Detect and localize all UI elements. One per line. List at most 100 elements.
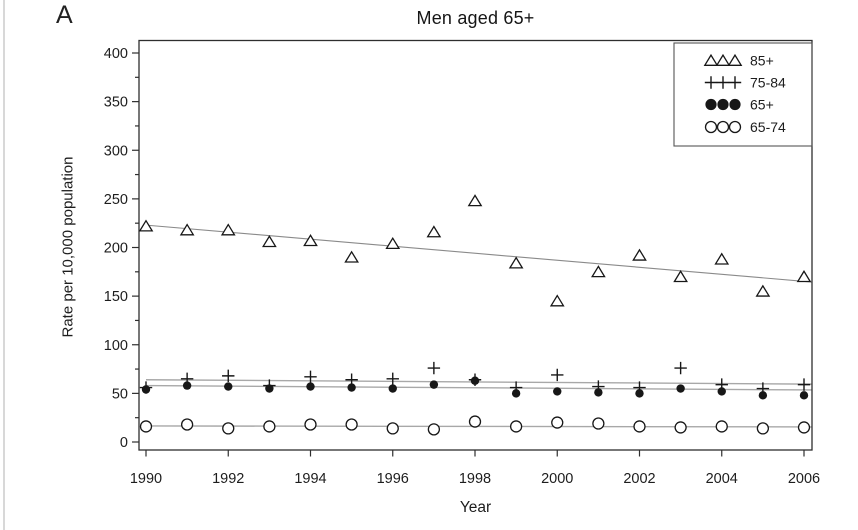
y-tick-label: 400 bbox=[104, 46, 128, 62]
triangle-marker bbox=[796, 270, 812, 283]
filled-circle-marker bbox=[799, 391, 809, 400]
open-circle-marker bbox=[468, 415, 482, 428]
x-tick-label: 1992 bbox=[212, 471, 244, 487]
y-tick-label: 50 bbox=[112, 386, 128, 402]
plus-marker bbox=[386, 372, 399, 385]
x-tick-label: 2002 bbox=[623, 471, 655, 487]
series-65+ bbox=[141, 376, 809, 400]
filled-circle-marker bbox=[553, 387, 562, 396]
legend-row: 65+ bbox=[705, 97, 774, 113]
open-circle-marker bbox=[222, 422, 235, 435]
triangle-marker bbox=[673, 270, 688, 283]
triangle-marker bbox=[549, 294, 565, 307]
legend-row: 75-84 bbox=[704, 75, 786, 91]
open-circle-marker bbox=[674, 421, 687, 434]
open-circle-marker bbox=[756, 422, 770, 435]
triangle-marker bbox=[262, 235, 277, 248]
open-circle-marker bbox=[509, 420, 523, 433]
filled-circle-marker bbox=[635, 389, 644, 398]
filled-circle-marker bbox=[429, 380, 439, 389]
legend-row: 85+ bbox=[703, 53, 774, 69]
triangle-marker bbox=[715, 53, 731, 66]
chart-title: Men aged 65+ bbox=[416, 8, 535, 28]
filled-circle-marker bbox=[388, 384, 397, 393]
legend-row: 65-74 bbox=[704, 119, 786, 135]
triangle-marker bbox=[179, 223, 195, 236]
plus-marker bbox=[674, 361, 687, 375]
filled-circle-marker bbox=[265, 384, 274, 393]
triangle-marker bbox=[703, 53, 719, 66]
open-circle-marker bbox=[551, 416, 564, 429]
y-tick-label: 250 bbox=[104, 192, 128, 208]
x-tick-label: 1998 bbox=[459, 471, 491, 487]
legend-label: 85+ bbox=[750, 53, 774, 69]
triangle-marker bbox=[727, 53, 743, 66]
filled-circle-marker bbox=[470, 376, 480, 385]
y-axis: 0 50 100 150 200 250 300 350 400 bbox=[104, 46, 139, 451]
triangle-marker bbox=[220, 223, 236, 236]
filled-circle-marker bbox=[141, 385, 151, 394]
y-tick-label: 150 bbox=[104, 289, 128, 305]
x-tick-label: 2000 bbox=[541, 471, 573, 487]
plus-marker bbox=[222, 369, 235, 383]
open-circle-marker bbox=[345, 418, 358, 431]
filled-circle-marker bbox=[676, 384, 685, 393]
open-circle-marker bbox=[633, 420, 646, 433]
x-axis: 1990 1992 1994 1996 1998 2000 2002 2004 2006 bbox=[130, 450, 820, 487]
open-circle-marker bbox=[728, 120, 742, 134]
open-circle-marker bbox=[716, 120, 730, 134]
trend-line-65-74 bbox=[145, 425, 813, 428]
filled-circle-marker bbox=[717, 98, 729, 111]
triangle-marker bbox=[467, 194, 483, 207]
panel-label: A bbox=[56, 1, 73, 29]
plus-marker bbox=[551, 368, 564, 382]
filled-circle-marker bbox=[729, 98, 741, 111]
x-tick-label: 1996 bbox=[377, 471, 409, 487]
y-tick-label: 300 bbox=[104, 143, 128, 159]
x-tick-label: 2006 bbox=[788, 471, 820, 487]
open-circle-marker bbox=[263, 420, 276, 433]
plus-marker bbox=[427, 361, 441, 375]
legend-label: 75-84 bbox=[750, 75, 786, 91]
series-85+ bbox=[138, 194, 812, 307]
filled-circle-marker bbox=[182, 381, 192, 390]
legend-label: 65-74 bbox=[750, 119, 786, 135]
legend-box bbox=[673, 42, 813, 147]
open-circle-marker bbox=[715, 420, 728, 433]
filled-circle-marker bbox=[511, 389, 521, 398]
open-circle-marker bbox=[704, 120, 718, 134]
filled-circle-marker bbox=[306, 382, 315, 391]
x-tick-label: 2004 bbox=[706, 471, 738, 487]
open-circle-marker bbox=[180, 418, 194, 431]
y-tick-label: 0 bbox=[120, 435, 128, 451]
triangle-marker bbox=[632, 248, 647, 261]
plus-marker bbox=[304, 370, 317, 384]
filled-circle-marker bbox=[224, 382, 233, 391]
open-circle-marker bbox=[592, 417, 605, 430]
open-circle-marker bbox=[797, 421, 811, 434]
filled-circle-marker bbox=[594, 388, 603, 397]
triangle-marker bbox=[303, 234, 318, 247]
x-axis-title: Year bbox=[459, 499, 492, 516]
open-circle-marker bbox=[304, 418, 317, 431]
plus-marker bbox=[797, 378, 811, 391]
y-tick-label: 200 bbox=[104, 241, 128, 257]
triangle-marker bbox=[344, 250, 359, 263]
plus-marker bbox=[728, 76, 742, 89]
plus-marker bbox=[716, 76, 730, 89]
filled-circle-marker bbox=[717, 387, 726, 396]
plus-marker bbox=[704, 76, 718, 89]
open-circle-marker bbox=[139, 420, 153, 433]
trend-line-85+ bbox=[145, 224, 813, 283]
triangle-marker bbox=[591, 265, 606, 278]
legend: 85+ 75-84 65+ 65-74 bbox=[673, 42, 813, 147]
triangle-marker bbox=[138, 219, 154, 232]
page-edge-line bbox=[3, 0, 5, 530]
series-65-74 bbox=[139, 415, 811, 436]
filled-circle-marker bbox=[705, 98, 717, 111]
legend-label: 65+ bbox=[750, 97, 774, 113]
y-tick-label: 100 bbox=[104, 338, 128, 354]
open-circle-marker bbox=[427, 423, 441, 436]
